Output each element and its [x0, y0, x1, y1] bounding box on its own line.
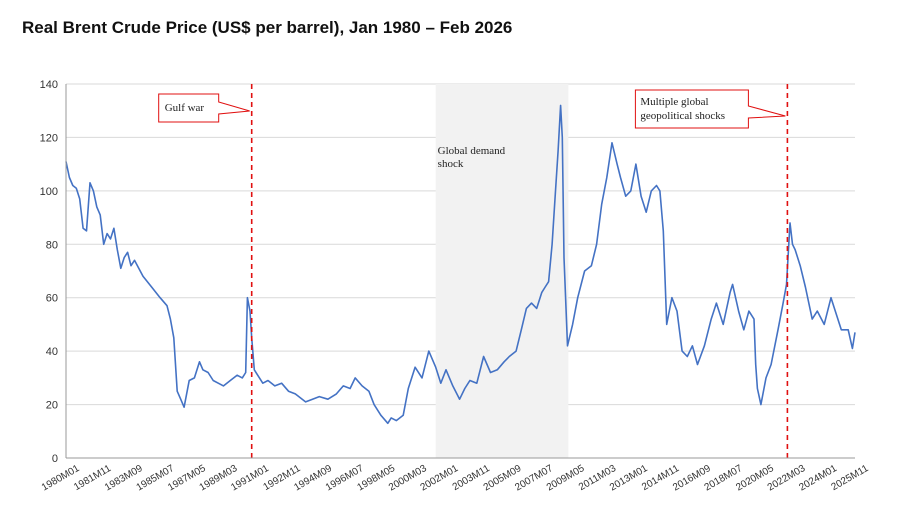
y-tick-label: 40	[46, 346, 58, 358]
annotation-box	[158, 93, 250, 123]
annotation-label-cont: geopolitical shocks	[640, 110, 725, 122]
annotations: Gulf war Multiple global geopolitical shoc…	[158, 84, 789, 458]
shaded-region-label: Global demand	[438, 145, 506, 157]
y-axis-ticks: 0 20 40 60 80 100 120 140	[40, 79, 58, 465]
y-tick-label: 80	[46, 239, 58, 251]
shaded-region-rect	[435, 84, 569, 458]
y-tick-label: 140	[40, 79, 58, 91]
annotation-label: Gulf war	[165, 102, 205, 114]
shaded-region-label-cont: shock	[438, 158, 464, 170]
annotation-box	[634, 89, 786, 129]
x-axis-ticks: 1980M011981M111983M091985M071987M051989M…	[40, 463, 871, 494]
series-group	[65, 104, 856, 425]
y-tick-label: 120	[40, 132, 58, 144]
y-tick-label: 0	[52, 453, 58, 465]
y-tick-label: 20	[46, 400, 58, 412]
annotation-label: Multiple global	[640, 96, 708, 108]
y-tick-label: 60	[46, 293, 58, 305]
chart-title: Real Brent Crude Price (US$ per barrel),…	[22, 18, 513, 37]
y-tick-label: 100	[40, 186, 58, 198]
series-line	[65, 104, 856, 425]
